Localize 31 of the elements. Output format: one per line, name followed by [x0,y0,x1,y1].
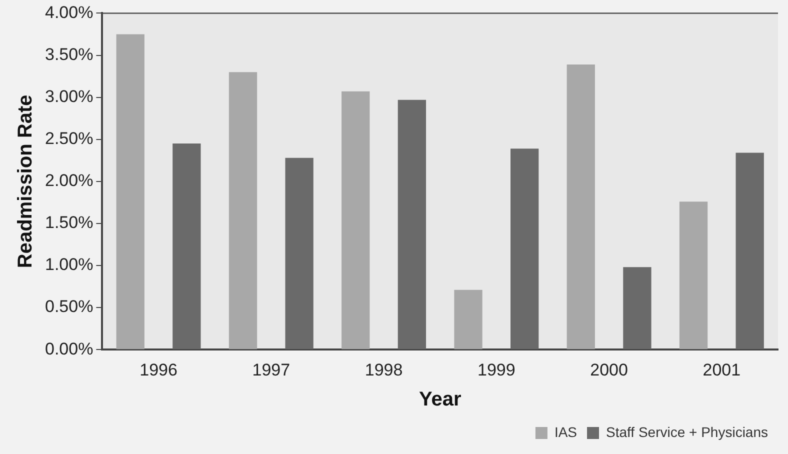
y-tick-label: 0.00% [45,339,94,358]
legend-label: IAS [554,424,578,440]
x-tick-label: 2001 [702,360,741,380]
y-axis-title: Readmission Rate [14,94,37,268]
bar [736,152,764,350]
bar [623,267,652,350]
x-axis-title: Year [418,388,462,411]
x-tick-label: 1999 [478,360,516,380]
bar [454,290,482,350]
y-tick-label: 2.50% [45,129,94,148]
bar [679,202,708,350]
y-tick-label: 3.00% [45,86,94,106]
y-tick-label: 4.00% [45,2,94,22]
y-tick-label: 1.50% [45,213,94,232]
y-tick-label: 0.50% [45,297,94,316]
bar [285,158,314,350]
bar [398,100,426,350]
x-tick-label: 1996 [140,360,178,380]
y-tick-label: 3.50% [45,44,94,64]
x-tick-label: 2000 [590,360,628,380]
y-tick-label: 1.00% [45,255,94,274]
bar [116,34,144,350]
y-tick-label: 2.00% [45,171,94,190]
x-tick-label: 1998 [364,360,403,380]
bar [510,148,539,350]
bar [228,72,258,350]
legend-label: Staff Service + Physicians [606,424,768,440]
bar [566,64,595,350]
bar [172,144,201,350]
x-tick-label: 1997 [252,360,290,380]
bar [342,91,370,350]
